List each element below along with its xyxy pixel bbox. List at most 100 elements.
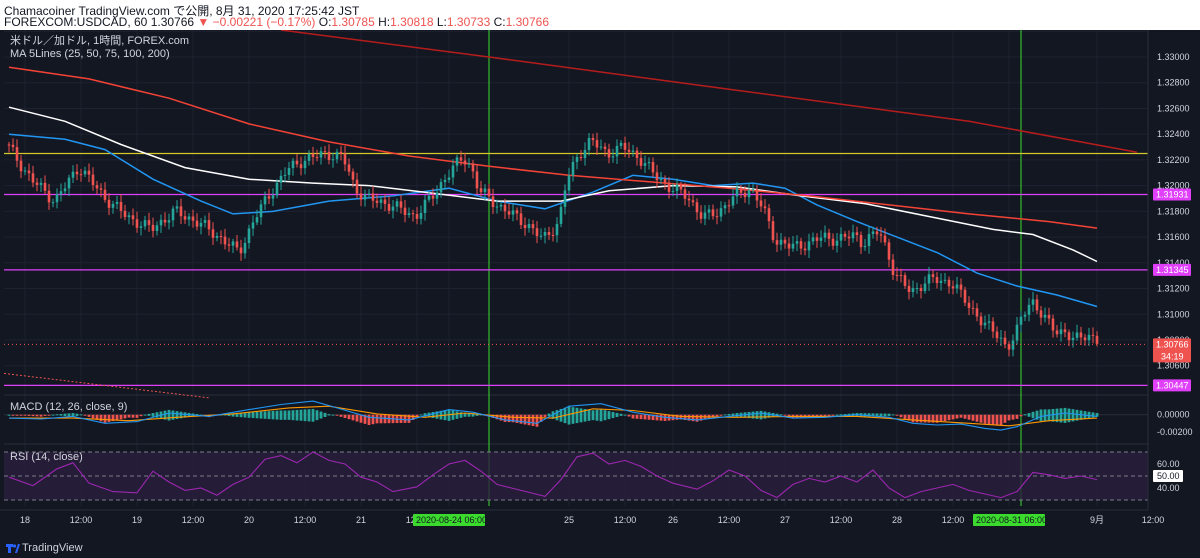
macd-histogram-bar [51,414,55,416]
candle-body [611,156,615,158]
candle-body [311,154,315,158]
candle-body [595,140,599,148]
candle-body [463,160,467,165]
macd-histogram-bar [991,414,995,425]
macd-histogram-bar [823,414,827,417]
macd-histogram-bar [951,414,955,420]
candle-body [559,206,563,224]
macd-histogram-bar [107,414,111,422]
macd-histogram-bar [683,414,687,420]
macd-histogram-bar [1019,414,1023,417]
candle-body [911,288,915,292]
candle-body [75,171,79,175]
rsi-value-tag [1153,470,1183,482]
candle-body [123,210,127,218]
candle-body [591,137,595,141]
macd-histogram-bar [911,414,915,423]
macd-legend: MACD (12, 26, close, 9) [10,401,127,413]
candle-body [507,211,511,215]
candle-body [527,224,531,229]
candle-body [571,161,575,176]
macd-histogram-bar [343,414,347,419]
candle-body [755,189,759,201]
price-level-tag [1153,263,1191,276]
candle-body [971,307,975,309]
candle-body [891,259,895,275]
candle-body [263,196,267,205]
candle-body [419,213,423,219]
candle-body [751,189,755,191]
candle-body [239,247,243,254]
macd-histogram-bar [931,414,935,423]
candle-body [555,223,559,236]
macd-histogram-bar [1067,408,1071,423]
candle-body [71,171,75,178]
macd-histogram-bar [871,413,875,417]
candle-body [119,201,123,211]
candle-body [187,216,191,220]
rsi-tick-label: 40.00 [1157,483,1180,493]
candle-body [1079,332,1083,338]
macd-histogram-bar [499,414,503,421]
candle-body [935,277,939,284]
ma-line-ma50 [8,106,1098,263]
candle-body [371,193,375,201]
candle-body [47,190,51,203]
candle-body [831,238,835,246]
chart-area[interactable]: 1.32000 1.31800 1.31600 1.31400 1.31200 1.310… [0,30,1200,538]
macd-histogram-bar [347,414,351,420]
macd-histogram-bar [307,409,311,422]
macd-histogram-bar [1071,409,1075,422]
macd-histogram-bar [495,414,499,420]
macd-histogram-bar [759,410,763,420]
candle-body [363,194,367,200]
macd-histogram-bar [527,414,531,426]
macd-histogram-bar [375,414,379,424]
price-tick-label: 1.30600 [1157,361,1190,371]
candle-body [519,213,523,225]
macd-histogram-bar [19,414,23,416]
last-price-tag [1153,338,1191,363]
candle-body [275,182,279,196]
macd-histogram-bar [635,414,639,419]
candle-body [179,206,183,217]
candle-body [391,206,395,211]
candle-body [539,235,543,237]
candle-body [271,195,275,199]
macd-histogram-bar [127,414,131,418]
macd-histogram-bar [183,412,187,418]
macd-histogram-bar [559,408,563,422]
candle-body [387,203,391,211]
candle-body [375,200,379,203]
macd-histogram-bar [475,413,479,416]
macd-histogram-bar [523,414,527,425]
candle-body [871,231,875,234]
candle-body [139,226,143,228]
macd-histogram-bar [463,413,467,417]
macd-histogram-bar [983,414,987,424]
candle-body [423,199,427,214]
macd-histogram-bar [1063,407,1067,423]
macd-histogram-bar [59,413,63,416]
candle-body [1071,337,1075,341]
candle-body [707,209,711,213]
candle-body [1007,344,1011,350]
candle-body [907,285,911,292]
candle-body [683,189,687,199]
candle-body [303,160,307,169]
candle-body [211,229,215,238]
macd-histogram-bar [675,414,679,420]
macd-histogram-bar [39,414,43,417]
candle-body [315,157,319,159]
macd-histogram-bar [723,414,727,416]
macd-histogram-bar [875,413,879,417]
price-level-label: 1.31345 [1156,265,1189,275]
macd-histogram-bar [747,411,751,419]
macd-histogram-bar [311,408,315,422]
candle-body [483,188,487,193]
candle-body [995,331,999,339]
candle-body [927,274,931,284]
macd-histogram-bar [959,414,963,418]
candle-body [887,242,891,260]
macd-histogram-bar [883,413,887,417]
